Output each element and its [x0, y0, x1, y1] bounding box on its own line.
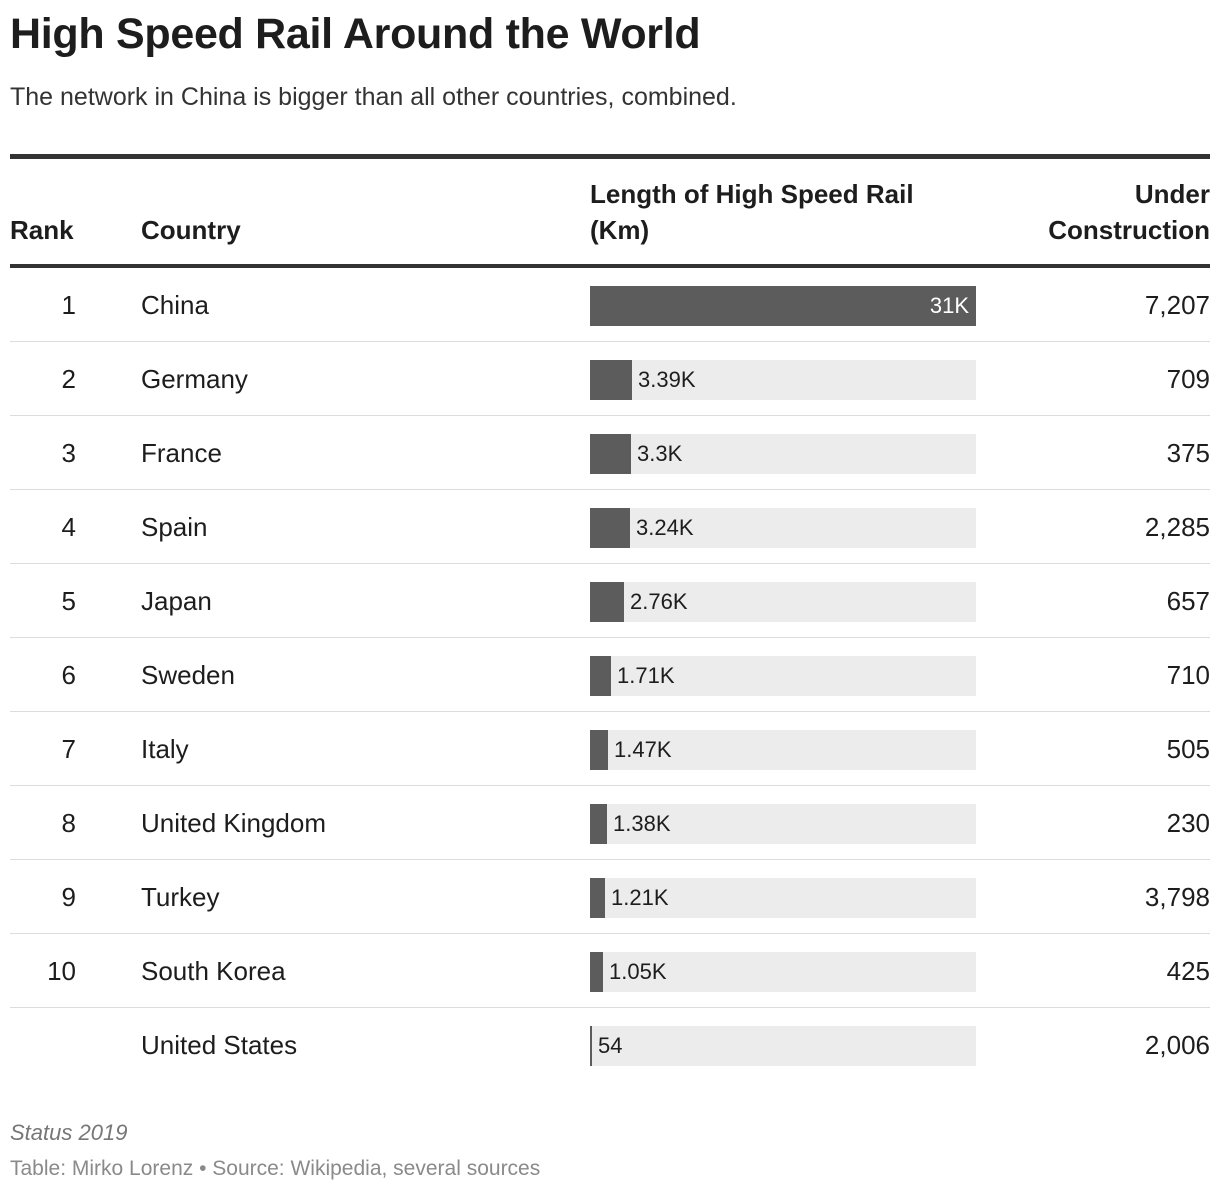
bar-track: 54	[590, 1026, 976, 1066]
table-row: 1 China 31K 7,207	[10, 268, 1210, 342]
under-construction-cell: 7,207	[1144, 290, 1210, 320]
row-divider	[10, 711, 1210, 712]
bar-track: 1.47K	[590, 730, 976, 770]
country-cell: United Kingdom	[141, 808, 326, 838]
country-cell: France	[141, 438, 222, 468]
bar-track: 1.71K	[590, 656, 976, 696]
bar-track: 3.3K	[590, 434, 976, 474]
table-note: Status 2019	[10, 1120, 128, 1145]
header-rule	[10, 264, 1210, 268]
rank-cell: 2	[61, 364, 76, 394]
country-cell: Germany	[141, 364, 248, 394]
row-divider	[10, 489, 1210, 490]
bar-value-label: 2.76K	[630, 589, 688, 614]
country-cell: Sweden	[141, 660, 235, 690]
header-under-construction: Under Construction	[1048, 179, 1210, 245]
table-row: United States 54 2,006	[10, 1008, 1210, 1082]
country-cell: China	[141, 290, 209, 320]
table-credit: Table: Mirko Lorenz • Source: Wikipedia,…	[10, 1157, 541, 1180]
header-country: Country	[141, 215, 241, 245]
table-row: 4 Spain 3.24K 2,285	[10, 490, 1210, 564]
bar-value-label: 1.05K	[609, 959, 667, 984]
bar-track: 1.38K	[590, 804, 976, 844]
bar-value-label: 3.39K	[638, 367, 696, 392]
country-cell: South Korea	[141, 956, 286, 986]
table-row: 9 Turkey 1.21K 3,798	[10, 860, 1210, 934]
bar-italy	[590, 730, 608, 770]
bar-value-label: 3.24K	[636, 515, 694, 540]
under-construction-cell: 425	[1166, 956, 1210, 986]
under-construction-cell: 230	[1166, 808, 1210, 838]
under-construction-cell: 709	[1166, 364, 1210, 394]
row-divider	[10, 563, 1210, 564]
bar-track: 2.76K	[590, 582, 976, 622]
table-row: 8 United Kingdom 1.38K 230	[10, 786, 1210, 860]
rank-cell: 5	[61, 586, 76, 616]
bar-spain	[590, 508, 630, 548]
table-row: 2 Germany 3.39K 709	[10, 342, 1210, 416]
bar-value-label: 1.71K	[617, 663, 675, 688]
top-rule	[10, 154, 1210, 159]
row-divider	[10, 415, 1210, 416]
bar-track: 3.39K	[590, 360, 976, 400]
rank-cell: 3	[61, 438, 76, 468]
table-row: 7 Italy 1.47K 505	[10, 712, 1210, 786]
bar-value-label: 1.21K	[611, 885, 669, 910]
under-construction-cell: 3,798	[1144, 882, 1210, 912]
row-divider	[10, 859, 1210, 860]
rank-cell: 7	[61, 734, 76, 764]
row-divider	[10, 933, 1210, 934]
under-construction-cell: 2,006	[1144, 1030, 1210, 1060]
rank-cell: 6	[61, 660, 76, 690]
bar-united-kingdom	[590, 804, 607, 844]
chart-title: High Speed Rail Around the World	[10, 10, 701, 58]
under-construction-cell: 657	[1166, 586, 1210, 616]
under-construction-cell: 505	[1166, 734, 1210, 764]
bar-turkey	[590, 878, 605, 918]
bar-track: 3.24K	[590, 508, 976, 548]
country-cell: United States	[141, 1030, 298, 1060]
rank-cell: 8	[61, 808, 76, 838]
bar-track: 1.21K	[590, 878, 976, 918]
rank-cell	[10, 1008, 76, 1082]
bar-china	[590, 286, 976, 326]
chart-subtitle: The network in China is bigger than all …	[10, 83, 737, 111]
country-cell: Italy	[141, 734, 189, 764]
under-construction-cell: 710	[1166, 660, 1210, 690]
bar-value-label: 1.47K	[614, 737, 672, 762]
rank-cell: 9	[61, 882, 76, 912]
bar-value-label: 3.3K	[637, 441, 683, 466]
rank-cell: 10	[47, 956, 76, 986]
row-divider	[10, 785, 1210, 786]
country-cell: Spain	[141, 512, 208, 542]
under-construction-cell: 2,285	[1144, 512, 1210, 542]
bar-value-label: 54	[598, 1033, 623, 1058]
country-cell: Turkey	[141, 882, 220, 912]
bar-track: 1.05K	[590, 952, 976, 992]
rank-cell: 4	[61, 512, 76, 542]
row-divider	[10, 637, 1210, 638]
bar-france	[590, 434, 631, 474]
under-construction-cell: 375	[1166, 438, 1210, 468]
table-row: 10 South Korea 1.05K 425	[10, 934, 1210, 1008]
bar-value-label: 31K	[929, 293, 969, 318]
table-row: 5 Japan 2.76K 657	[10, 564, 1210, 638]
table-row: 3 France 3.3K 375	[10, 416, 1210, 490]
rank-cell: 1	[61, 290, 76, 320]
bar-track: 31K	[590, 286, 976, 326]
bar-japan	[590, 582, 624, 622]
bar-sweden	[590, 656, 611, 696]
bar-value-label: 1.38K	[613, 811, 671, 836]
table-row: 6 Sweden 1.71K 710	[10, 638, 1210, 712]
header-length: Length of High Speed Rail (Km)	[590, 179, 914, 245]
bar-south-korea	[590, 952, 603, 992]
bar-united-states	[590, 1026, 592, 1066]
country-cell: Japan	[141, 586, 212, 616]
header-rank: Rank	[10, 215, 74, 245]
row-divider	[10, 1007, 1210, 1008]
row-divider	[10, 341, 1210, 342]
bar-germany	[590, 360, 632, 400]
